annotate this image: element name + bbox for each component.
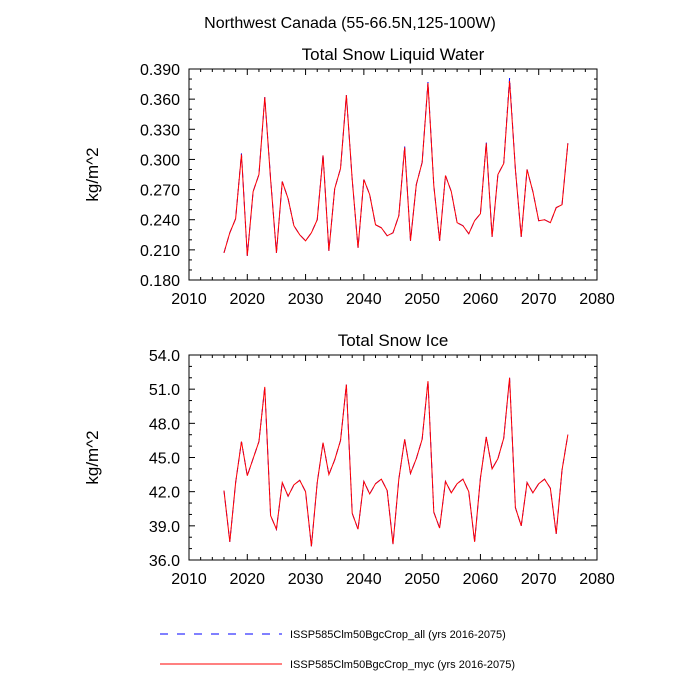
- y-tick-label: 0.360: [140, 92, 180, 109]
- y-axis-label: kg/m^2: [83, 430, 102, 484]
- x-tick-label: 2080: [579, 291, 615, 308]
- x-tick-label: 2010: [171, 571, 207, 588]
- panel-snow-ice: Total Snow Ice 2010 2020 2030 2040 2050 2060 20…: [83, 331, 615, 588]
- y-tick-label: 39.0: [149, 519, 180, 536]
- x-tick-label: 2060: [463, 571, 499, 588]
- x-tick-label: 2030: [288, 291, 324, 308]
- series-line-myc: [223, 81, 569, 256]
- y-tick-label: 0.180: [140, 273, 180, 290]
- y-tick-label: 0.390: [140, 62, 180, 79]
- y-tick-label: 51.0: [149, 382, 180, 399]
- x-tick-label: 2050: [404, 571, 440, 588]
- y-tick-label: 0.210: [140, 243, 180, 260]
- x-tick-label: 2040: [346, 571, 382, 588]
- y-tick-label: 48.0: [149, 416, 180, 433]
- x-tick-label: 2020: [229, 291, 265, 308]
- x-tick-label: 2070: [521, 291, 557, 308]
- panel-title: Total Snow Ice: [338, 331, 449, 350]
- x-tick-label: 2030: [288, 571, 324, 588]
- y-axis-label: kg/m^2: [83, 147, 102, 201]
- plot-frame: [188, 354, 598, 561]
- series-line-all: [223, 78, 569, 256]
- x-tick-label: 2010: [171, 291, 207, 308]
- x-tick-label: 2080: [579, 571, 615, 588]
- legend: ISSP585Clm50BgcCrop_all (yrs 2016-2075) I…: [160, 629, 515, 671]
- y-tick-label: 45.0: [149, 451, 180, 468]
- x-tick-label: 2050: [404, 291, 440, 308]
- y-tick-label: 0.300: [140, 152, 180, 169]
- plot-frame: [188, 68, 598, 281]
- y-tick-label: 0.330: [140, 122, 180, 139]
- y-tick-label: 0.240: [140, 213, 180, 230]
- y-tick-label: 36.0: [149, 553, 180, 570]
- legend-label: ISSP585Clm50BgcCrop_all (yrs 2016-2075): [290, 629, 506, 641]
- x-tick-label: 2070: [521, 571, 557, 588]
- series-line-all: [223, 377, 569, 547]
- figure-suptitle: Northwest Canada (55-66.5N,125-100W): [204, 15, 496, 32]
- y-tick-label: 54.0: [149, 348, 180, 365]
- series-line-myc: [223, 377, 569, 547]
- panel-snow-liquid-water: Total Snow Liquid Water 2010 2020 2030 2040 2…: [83, 45, 615, 308]
- y-tick-label: 42.0: [149, 485, 180, 502]
- y-tick-label: 0.270: [140, 183, 180, 200]
- x-tick-label: 2040: [346, 291, 382, 308]
- legend-label: ISSP585Clm50BgcCrop_myc (yrs 2016-2075): [290, 659, 515, 671]
- x-tick-label: 2020: [229, 571, 265, 588]
- panel-title: Total Snow Liquid Water: [302, 45, 485, 64]
- x-tick-label: 2060: [463, 291, 499, 308]
